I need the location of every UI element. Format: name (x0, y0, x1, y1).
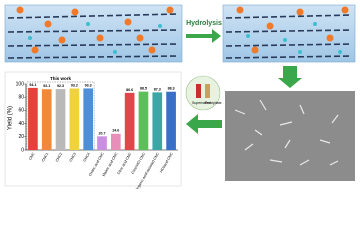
bar (28, 87, 38, 150)
bar (55, 89, 66, 150)
step-label: Hydrolysis (186, 20, 222, 27)
value-label: 92.1 (43, 84, 50, 88)
y-tick-label: 100 (16, 81, 25, 87)
value-label: 92.3 (57, 84, 64, 88)
bar (97, 136, 107, 150)
value-label: 93.3 (85, 83, 92, 87)
y-tick-label: 60 (18, 108, 24, 114)
x-tick-label: CNC3 (69, 152, 77, 162)
graphical-abstract: Hydrolysis Supernatant Precipitate Yield… (4, 4, 356, 189)
left-arrow (186, 114, 222, 134)
bar (69, 88, 80, 150)
hydrolysis-arrow: Hydrolysis (186, 20, 222, 43)
y-tick-label: 20 (18, 134, 24, 140)
y-tick-label: 0 (21, 147, 24, 153)
x-tick-label: CNC (28, 152, 36, 161)
y-tick-label: 80 (18, 95, 24, 101)
bar (138, 91, 149, 150)
cellulose-right (222, 4, 356, 63)
bar (124, 92, 135, 150)
value-label: 94.1 (29, 83, 36, 87)
x-tick-label: CNC2 (55, 152, 63, 162)
y-axis-label: Yield (%) (8, 106, 14, 130)
value-label: 87.3 (154, 87, 161, 91)
cellulose-left (4, 4, 183, 63)
value-label: 86.6 (126, 88, 133, 92)
annotation: This work (50, 76, 72, 81)
down-arrow (278, 66, 302, 88)
y-tick-label: 40 (18, 121, 24, 127)
bar (152, 92, 163, 150)
value-label: 20.7 (99, 131, 106, 135)
process-icon: Supernatant Precipitate (185, 75, 222, 111)
bar (166, 91, 176, 150)
bar (41, 89, 52, 150)
x-tick-label: CNC4 (83, 152, 91, 162)
supernatant-label: Supernatant (192, 101, 211, 105)
value-label: 88.3 (168, 87, 175, 91)
bar (110, 133, 121, 150)
bar (83, 88, 94, 150)
value-label: 24.6 (112, 129, 119, 133)
value-label: 88.5 (140, 87, 147, 91)
x-tick-label: CNC1 (41, 152, 49, 162)
sem-image (225, 91, 355, 181)
value-label: 93.2 (71, 83, 78, 87)
precipitate-label: Precipitate (205, 101, 222, 105)
